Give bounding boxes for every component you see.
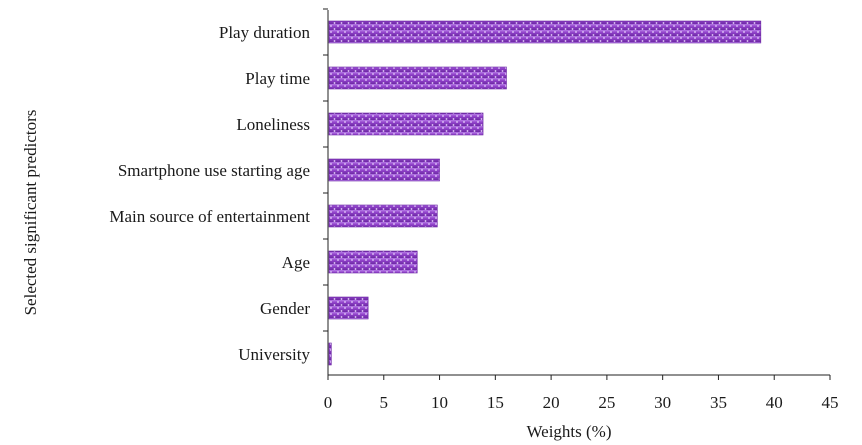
category-label: Gender: [260, 299, 310, 318]
category-label: Smartphone use starting age: [118, 161, 310, 180]
x-tick-label: 0: [324, 393, 333, 412]
bar-play-duration: [328, 20, 762, 44]
bars-layer: [323, 8, 762, 366]
x-tick-label: 40: [766, 393, 783, 412]
x-tick-label: 30: [654, 393, 671, 412]
x-tick-label: 15: [487, 393, 504, 412]
category-label: Age: [282, 253, 310, 272]
x-axis-title: Weights (%): [526, 422, 611, 441]
x-tick-label: 45: [822, 393, 839, 412]
bar-smartphone-use-starting-age: [328, 158, 440, 182]
bar-gender: [328, 296, 369, 320]
category-label: Loneliness: [236, 115, 310, 134]
bar-play-time: [328, 66, 507, 90]
x-tick-label: 20: [543, 393, 560, 412]
x-tick-label: 25: [598, 393, 615, 412]
bar-university: [328, 342, 332, 366]
x-axis-ticks: 0 5 10 15 20 25 30 35 40 45: [324, 375, 839, 412]
category-label: University: [238, 345, 310, 364]
y-axis-title: Selected significant predictors: [21, 110, 40, 316]
x-tick-label: 35: [710, 393, 727, 412]
category-labels: Play duration Play time Loneliness Smartpho…: [109, 23, 310, 364]
category-label: Main source of entertainment: [109, 207, 310, 226]
category-label: Play time: [245, 69, 310, 88]
bar-age: [328, 250, 418, 274]
x-tick-label: 5: [380, 393, 389, 412]
bar-loneliness: [328, 112, 484, 136]
category-label: Play duration: [219, 23, 311, 42]
bar-main-source-of-entertainment: [328, 204, 438, 228]
x-tick-label: 10: [431, 393, 448, 412]
